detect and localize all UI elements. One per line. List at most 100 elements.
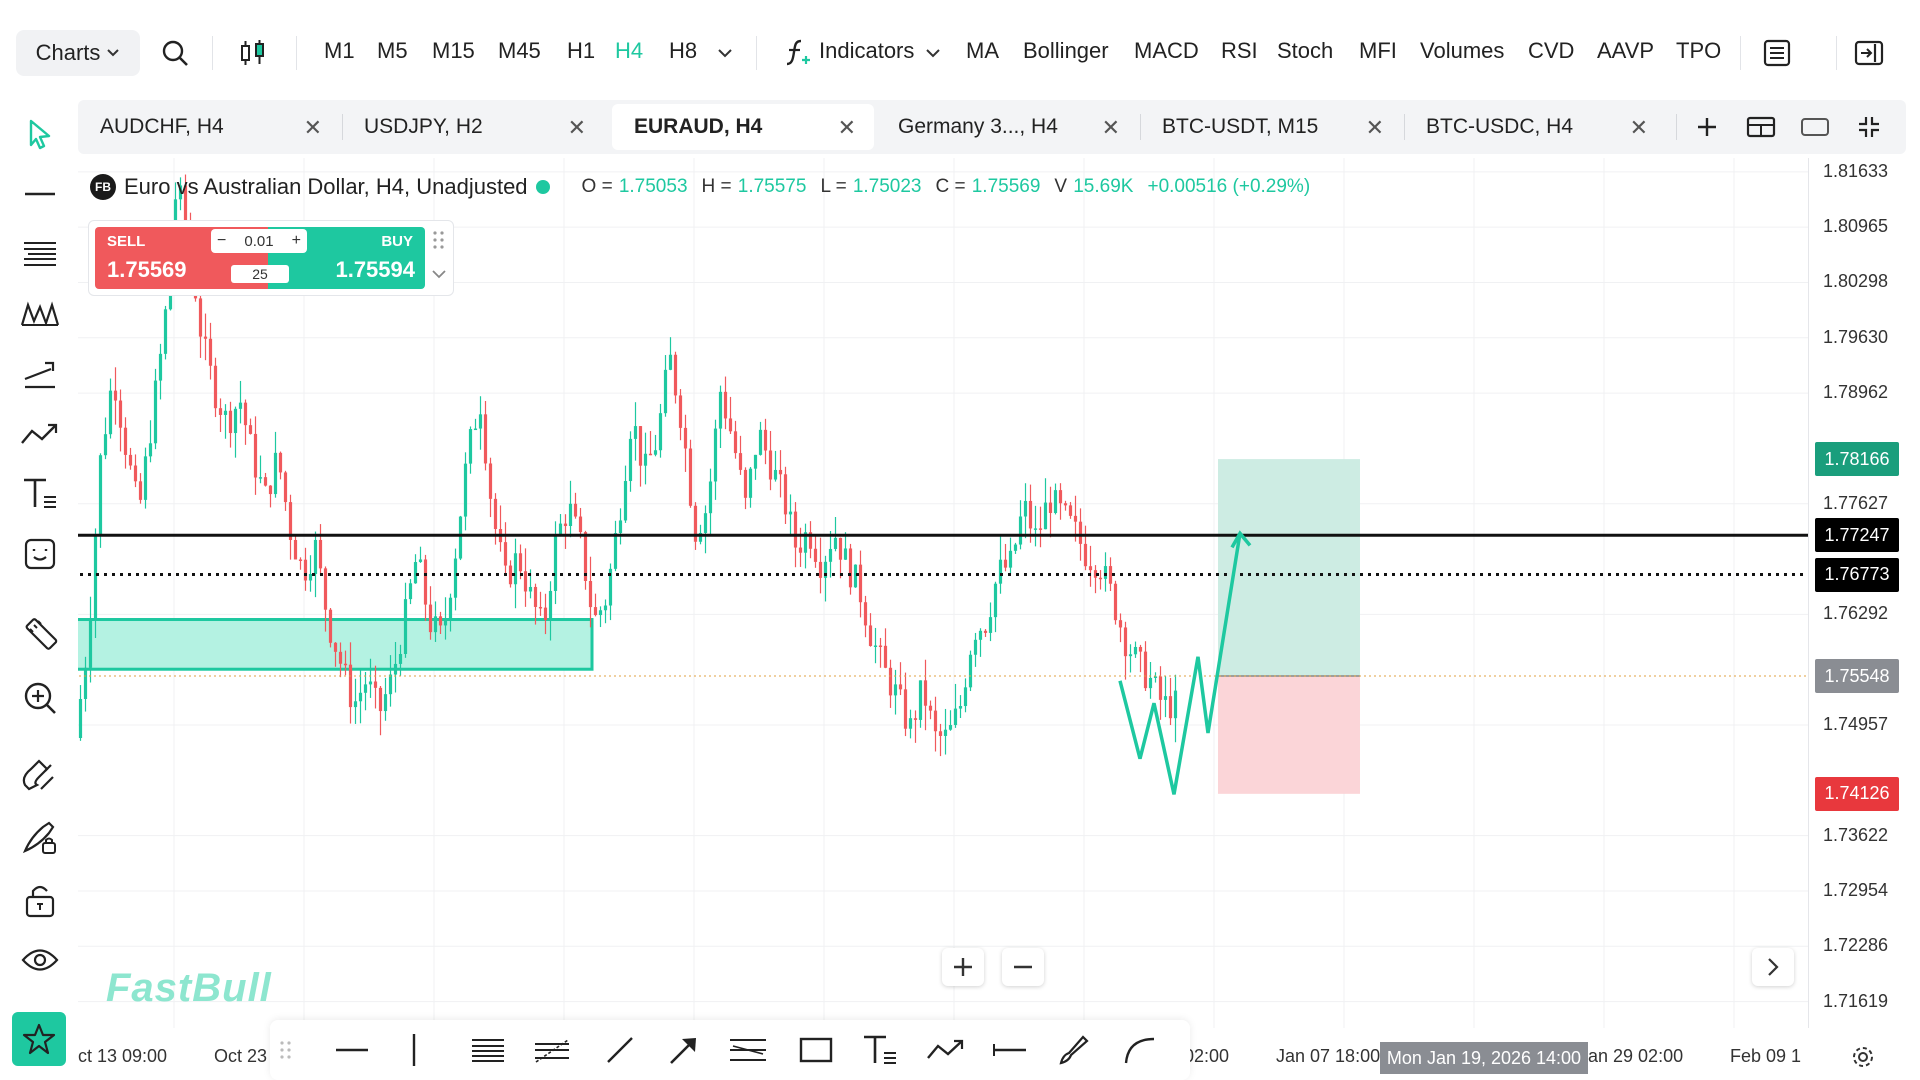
candle-body <box>703 513 708 533</box>
emoji-sticker-icon[interactable] <box>18 532 62 576</box>
scroll-right-button[interactable] <box>1752 948 1794 986</box>
indicators-function-icon[interactable] <box>778 34 816 72</box>
tab-usdjpy[interactable]: USDJPY, H2 ✕ <box>342 104 604 150</box>
timeframe-m15[interactable]: M15 <box>432 38 475 63</box>
favorites-star-icon[interactable] <box>12 1012 66 1066</box>
indicator-mfi[interactable]: MFI <box>1359 38 1397 63</box>
time-axis[interactable]: ct 13 09:00 Oct 23 02:00 Jan 07 18:00 an… <box>78 1028 1808 1080</box>
tab-btc-usdt[interactable]: BTC-USDT, M15 ✕ <box>1140 104 1402 150</box>
horizontal-line-tool-icon[interactable] <box>18 172 62 216</box>
candle-body <box>343 663 348 666</box>
tab-audchf[interactable]: AUDCHF, H4 ✕ <box>78 104 340 150</box>
tab-btc-usdc[interactable]: BTC-USDC, H4 ✕ <box>1404 104 1666 150</box>
indicator-volumes[interactable]: Volumes <box>1420 38 1505 63</box>
chart-settings-gear-icon[interactable] <box>1844 1038 1882 1076</box>
close-icon[interactable]: ✕ <box>1629 115 1648 140</box>
draw-polyline-icon[interactable] <box>926 1032 966 1068</box>
magnet-icon[interactable] <box>18 756 62 800</box>
indicator-tpo[interactable]: TPO <box>1676 38 1722 63</box>
candle-body <box>213 365 218 409</box>
tab-germany[interactable]: Germany 3..., H4 ✕ <box>876 104 1138 150</box>
close-icon[interactable]: ✕ <box>1365 115 1384 140</box>
close-icon[interactable]: ✕ <box>567 115 586 140</box>
indicator-rsi[interactable]: RSI <box>1221 38 1258 63</box>
indicator-aavp[interactable]: AAVP <box>1597 38 1655 63</box>
pattern-tool-icon[interactable] <box>18 292 62 336</box>
object-tree-icon[interactable] <box>1758 34 1796 72</box>
ruler-measure-icon[interactable] <box>18 612 62 656</box>
timeframe-m45[interactable]: M45 <box>498 38 541 63</box>
indicators-chevron-down-icon[interactable] <box>914 34 952 72</box>
drag-handle-icon[interactable] <box>431 229 447 253</box>
symbol-title[interactable]: Euro vs Australian Dollar, H4, Unadjuste… <box>124 174 528 199</box>
close-icon[interactable]: ✕ <box>303 115 322 140</box>
indicators-menu-button[interactable]: Indicators <box>819 38 915 63</box>
search-icon[interactable] <box>156 34 194 72</box>
candle-body <box>878 645 883 647</box>
timeframe-h8[interactable]: H8 <box>669 38 698 63</box>
draw-arrow-icon[interactable] <box>664 1032 704 1068</box>
window-icon[interactable] <box>1796 108 1834 146</box>
candle-body <box>328 609 333 643</box>
minus-icon[interactable]: − <box>217 232 227 249</box>
draw-text-icon[interactable] <box>860 1032 900 1068</box>
price-label: 1.77627 <box>1823 492 1889 513</box>
drag-handle-icon[interactable] <box>276 1032 296 1068</box>
add-tab-icon[interactable] <box>1688 108 1726 146</box>
text-tool-icon[interactable] <box>18 472 62 516</box>
tab-euraud[interactable]: EURAUD, H4 ✕ <box>612 104 874 150</box>
brush-lock-icon[interactable] <box>18 816 62 860</box>
chart-zoom-out-button[interactable] <box>1002 948 1044 986</box>
draw-arc-icon[interactable] <box>1120 1032 1160 1068</box>
target-profit-zone[interactable] <box>1218 459 1360 677</box>
draw-horizontal-line-icon[interactable] <box>332 1032 372 1068</box>
candle-type-icon[interactable] <box>234 34 272 72</box>
candle-body <box>158 353 163 381</box>
draw-horizontal-ray-icon[interactable] <box>990 1032 1030 1068</box>
close-icon[interactable]: ✕ <box>1101 115 1120 140</box>
unlock-icon[interactable] <box>18 878 62 922</box>
stop-loss-zone[interactable] <box>1218 676 1360 794</box>
buy-button[interactable]: BUY 1.75594 <box>295 227 425 289</box>
projected-path-polyline[interactable] <box>1118 533 1242 795</box>
candle-body <box>923 680 928 706</box>
expand-chevron-icon[interactable] <box>431 267 447 283</box>
timeframe-h1[interactable]: H1 <box>567 38 596 63</box>
candle-body <box>353 701 358 708</box>
indicator-bollinger[interactable]: Bollinger <box>1023 38 1109 63</box>
chart-zoom-in-button[interactable] <box>942 948 984 986</box>
eye-visibility-icon[interactable] <box>18 938 62 982</box>
timeframe-m1[interactable]: M1 <box>324 38 355 63</box>
candle-body <box>138 481 143 500</box>
trend-polyline-icon[interactable] <box>18 412 62 456</box>
collapse-panel-icon[interactable] <box>1850 34 1888 72</box>
fib-retracement-tool-icon[interactable] <box>18 232 62 276</box>
draw-fib-channel-icon[interactable] <box>532 1032 572 1068</box>
timeframe-h4[interactable]: H4 <box>615 38 644 63</box>
zoom-in-icon[interactable] <box>18 676 62 720</box>
draw-rectangle-icon[interactable] <box>796 1032 836 1068</box>
layout-icon[interactable] <box>1742 108 1780 146</box>
candle-body <box>598 610 603 616</box>
indicator-macd[interactable]: MACD <box>1134 38 1199 63</box>
charts-menu-button[interactable]: Charts <box>16 30 140 76</box>
indicator-ma[interactable]: MA <box>966 38 999 63</box>
indicator-cvd[interactable]: CVD <box>1528 38 1575 63</box>
price-axis[interactable]: 1.81633 1.80965 1.80298 1.79630 1.78962 1.776… <box>1808 158 1920 1028</box>
plus-icon[interactable]: + <box>291 232 301 249</box>
close-icon[interactable]: ✕ <box>837 115 856 140</box>
draw-vertical-line-icon[interactable] <box>394 1032 434 1068</box>
draw-trend-line-icon[interactable] <box>600 1032 640 1068</box>
indicator-stoch[interactable]: Stoch <box>1277 38 1334 63</box>
lot-size-stepper[interactable]: − 0.01 + <box>211 229 307 253</box>
draw-brush-icon[interactable] <box>1054 1032 1094 1068</box>
timeframe-m5[interactable]: M5 <box>377 38 408 63</box>
candle-body <box>178 185 183 200</box>
draw-parallel-channel-icon[interactable] <box>728 1032 768 1068</box>
sell-button[interactable]: SELL 1.75569 <box>95 227 241 289</box>
draw-fib-retracement-icon[interactable] <box>468 1032 508 1068</box>
forecast-tool-icon[interactable] <box>18 352 62 396</box>
fullscreen-exit-icon[interactable] <box>1850 108 1888 146</box>
cursor-arrow-icon[interactable] <box>18 112 62 156</box>
timeframe-more-chevron-icon[interactable] <box>706 34 744 72</box>
